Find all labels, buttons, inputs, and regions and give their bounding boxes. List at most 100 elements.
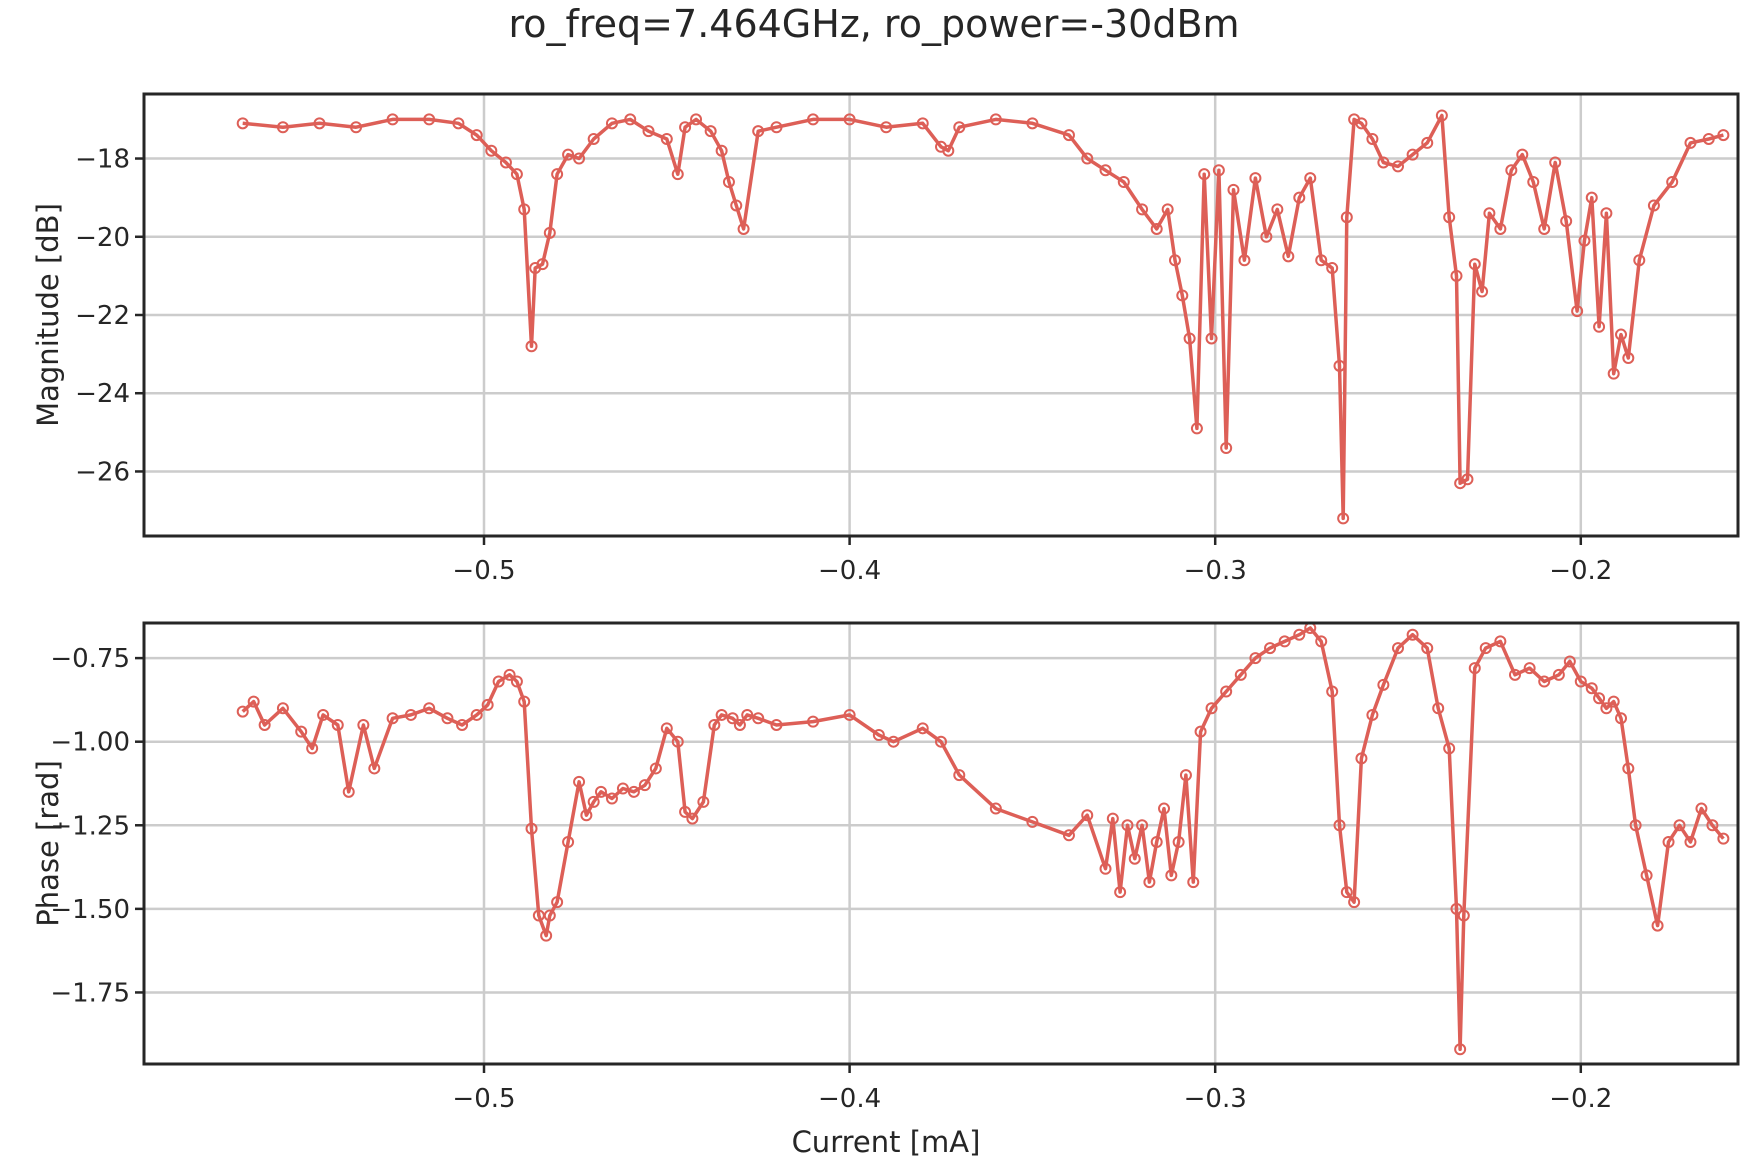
magnitude-data-point [1391, 160, 1404, 173]
magnitude-data-point [1227, 183, 1240, 196]
magnitude-data-point [1205, 332, 1218, 345]
phase-ytick-label: −1.00 [50, 728, 130, 758]
phase-data-point [916, 722, 929, 735]
phase-data-point [295, 725, 308, 738]
magnitude-data-point [1333, 359, 1346, 372]
phase-data-point [1563, 655, 1576, 668]
magnitude-data-point [1585, 191, 1598, 204]
magnitude-ylabel: Magnitude [dB] [31, 203, 65, 427]
phase-data-point [726, 712, 739, 725]
magnitude-data-point [770, 121, 783, 134]
phase-data-point [1081, 809, 1094, 822]
magnitude-data-point [386, 113, 399, 126]
phase-data-point [1494, 635, 1507, 648]
magnitude-data-point [236, 117, 249, 130]
phase-data-point [1468, 662, 1481, 675]
phase-data-point [1574, 675, 1587, 688]
phase-data-point [1340, 886, 1353, 899]
phase-data-point [1607, 695, 1620, 708]
phase-data-point [1348, 896, 1361, 909]
phase-data-point [1333, 819, 1346, 832]
magnitude-data-point [551, 168, 564, 181]
magnitude-data-point [587, 132, 600, 145]
magnitude-data-point [807, 113, 820, 126]
phase-data-point [887, 735, 900, 748]
magnitude-data-point [499, 156, 512, 169]
phase-data-point [456, 718, 469, 731]
magnitude-data-point [1238, 254, 1251, 267]
phase-data-point [843, 708, 856, 721]
magnitude-ytick-label: −18 [75, 145, 130, 175]
magnitude-data-point [573, 152, 586, 165]
magnitude-data-point [1450, 269, 1463, 282]
magnitude-data-point [276, 121, 289, 134]
phase-data-point [708, 718, 721, 731]
phase-data-point [679, 805, 692, 818]
magnitude-data-point [1494, 222, 1507, 235]
magnitude-data-point [752, 125, 765, 138]
phase-data-point [1172, 835, 1185, 848]
magnitude-data-point [1560, 215, 1573, 228]
phase-data-point [1062, 829, 1075, 842]
phase-data-point [733, 718, 746, 731]
magnitude-data-point [1168, 254, 1181, 267]
phase-data-point [1099, 862, 1112, 875]
magnitude-data-point [1062, 129, 1075, 142]
magnitude-data-point [1647, 199, 1660, 212]
phase-data-point [752, 712, 765, 725]
phase-data-point [697, 795, 710, 808]
magnitude-data-point [1282, 250, 1295, 263]
phase-data-point [989, 802, 1002, 815]
phase-data-point [470, 708, 483, 721]
magnitude-data-point [1633, 254, 1646, 267]
phase-data-point [276, 702, 289, 715]
phase-ytick-label: −1.50 [50, 895, 130, 925]
magnitude-data-point [1249, 172, 1262, 185]
phase-data-point [1706, 819, 1719, 832]
phase-data-point [562, 835, 575, 848]
phase-data-point [1249, 652, 1262, 665]
magnitude-data-point [1026, 117, 1039, 130]
phase-data-point [1315, 635, 1328, 648]
phase-data-point [1585, 682, 1598, 695]
phase-data-point [1523, 662, 1536, 675]
phase-data-point [686, 812, 699, 825]
phase-data-point [1026, 815, 1039, 828]
phase-data-point [1136, 819, 1149, 832]
magnitude-data-point [715, 144, 728, 157]
phase-data-point [1640, 869, 1653, 882]
magnitude-data-point [660, 132, 673, 145]
magnitude-data-point [1615, 328, 1628, 341]
magnitude-data-point [1293, 191, 1306, 204]
phase-data-point [331, 718, 344, 731]
phase-data-point [1165, 869, 1178, 882]
phase-ylabel: Phase [rad] [31, 760, 65, 927]
magnitude-data-point [452, 117, 465, 130]
phase-data-point [503, 668, 516, 681]
phase-data-point [649, 762, 662, 775]
magnitude-data-point [1099, 164, 1112, 177]
magnitude-data-point [624, 113, 637, 126]
phase-data-point [1391, 642, 1404, 655]
magnitude-xtick-label: −0.3 [1184, 556, 1247, 586]
phase-data-point [247, 695, 260, 708]
magnitude-data-point [642, 125, 655, 138]
magnitude-data-point [1717, 129, 1730, 142]
phase-data-point [1450, 902, 1463, 915]
magnitude-data-point [1483, 207, 1496, 220]
magnitude-panel: −0.5 −0.4 −0.3 −0.2 −18 −20 −22 −24 −26 Magnitude… [31, 92, 1740, 586]
phase-data-point [1454, 1043, 1467, 1056]
magnitude-data-point [1212, 164, 1225, 177]
phase-data-point [1293, 628, 1306, 641]
magnitude-data-point [989, 113, 1002, 126]
figure-title: ro_freq=7.464GHz, ro_power=-30dBm [508, 2, 1240, 46]
magnitude-data-point [1198, 168, 1211, 181]
magnitude-data-point [518, 203, 531, 216]
magnitude-data-point [1505, 164, 1518, 177]
magnitude-data-point [1176, 289, 1189, 302]
magnitude-data-point [1607, 367, 1620, 380]
phase-data-point [404, 708, 417, 721]
magnitude-data-point [690, 113, 703, 126]
phase-data-point [1158, 802, 1171, 815]
phase-data-point [1377, 678, 1390, 691]
